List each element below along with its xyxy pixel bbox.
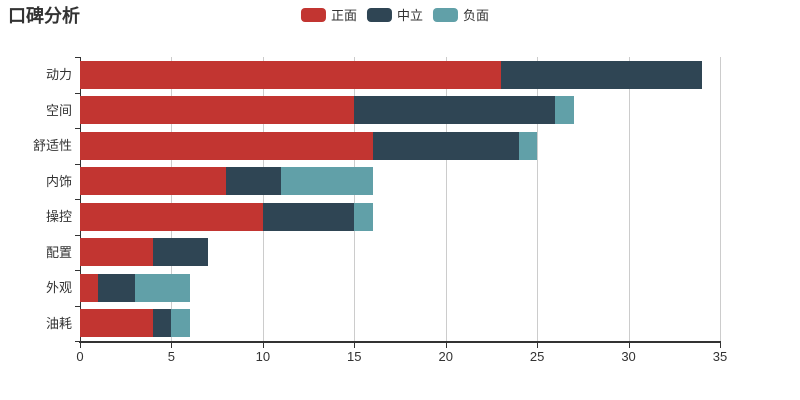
bar-segment-negative[interactable]: [134, 273, 190, 302]
bar-segment-neutral[interactable]: [354, 96, 556, 125]
x-axis-tick: [354, 343, 356, 348]
bar-segment-positive[interactable]: [80, 309, 154, 338]
x-axis-tick: [628, 343, 630, 348]
y-axis-label: 内饰: [45, 173, 72, 189]
y-axis-label: 空间: [45, 102, 72, 118]
y-axis-label: 舒适性: [32, 138, 72, 153]
y-axis-tick: [75, 270, 80, 271]
legend-label-negative: 负面: [463, 8, 490, 23]
x-axis-tick-label: 15: [347, 349, 362, 364]
y-axis-label: 油耗: [45, 315, 72, 331]
bar-segment-neutral[interactable]: [153, 309, 172, 338]
bar-segment-negative[interactable]: [555, 96, 574, 125]
bar-segment-negative[interactable]: [518, 131, 538, 160]
x-axis-tick: [720, 343, 721, 348]
bar-segment-negative[interactable]: [354, 202, 373, 231]
x-axis-tick: [537, 343, 539, 348]
y-axis-tick: [75, 341, 80, 342]
legend-label-positive: 正面: [330, 8, 357, 23]
x-axis-tick: [262, 343, 264, 348]
y-axis-label: 外观: [45, 280, 72, 295]
legend-swatch-negative: [433, 7, 459, 22]
y-axis-tick: [75, 57, 80, 58]
chart-title: 口碑分析: [8, 6, 80, 26]
bar-segment-positive[interactable]: [80, 96, 355, 125]
y-axis-tick: [75, 199, 80, 200]
bar-segment-neutral[interactable]: [153, 238, 208, 267]
legend-item-negative[interactable]: 负面: [433, 5, 489, 24]
bar-segment-negative[interactable]: [171, 309, 190, 338]
x-axis-tick: [171, 343, 173, 348]
y-axis-label: 动力: [45, 67, 72, 82]
x-axis-tick: [445, 343, 447, 348]
bar-segment-positive[interactable]: [80, 167, 227, 196]
bar-segment-neutral[interactable]: [98, 273, 135, 302]
y-axis-tick: [75, 128, 80, 129]
bar-segment-neutral[interactable]: [226, 167, 282, 196]
bar-segment-positive[interactable]: [80, 273, 99, 302]
y-axis-label: 操控: [45, 209, 72, 224]
x-axis-tick: [80, 343, 81, 348]
x-axis-tick-label: 30: [621, 349, 636, 364]
bar-segment-positive[interactable]: [80, 238, 154, 267]
gridline: [537, 57, 539, 341]
gridline: [354, 57, 356, 341]
bar-segment-neutral[interactable]: [262, 202, 355, 231]
bar-segment-positive[interactable]: [80, 60, 501, 89]
y-axis-label: 配置: [45, 244, 72, 260]
x-axis-tick-label: 25: [529, 349, 545, 364]
gridline: [720, 57, 721, 341]
bar-segment-neutral[interactable]: [372, 131, 519, 160]
legend-item-positive[interactable]: 正面: [300, 5, 357, 24]
gridline: [628, 57, 630, 341]
legend: 正面 中立 负面: [300, 5, 499, 24]
y-axis-tick: [75, 163, 80, 165]
x-axis-tick-label: 35: [712, 349, 728, 364]
gridline: [445, 57, 447, 341]
bar-segment-negative[interactable]: [281, 167, 373, 196]
bar-segment-neutral[interactable]: [500, 60, 702, 89]
x-axis-tick-label: 20: [438, 349, 453, 364]
y-axis-tick: [75, 234, 80, 236]
y-axis-tick: [75, 305, 80, 307]
y-axis-line: [80, 57, 81, 341]
bar-segment-positive[interactable]: [80, 131, 373, 160]
y-axis-tick: [75, 92, 80, 94]
bar-segment-positive[interactable]: [80, 202, 263, 231]
gridline: [171, 57, 173, 341]
x-axis-tick-label: 0: [76, 349, 84, 364]
x-axis-tick-label: 10: [255, 349, 271, 364]
gridline: [262, 57, 264, 341]
x-axis-tick-label: 5: [167, 349, 176, 364]
legend-swatch-positive: [300, 7, 326, 22]
legend-item-neutral[interactable]: 中立: [366, 5, 424, 24]
legend-swatch-neutral: [366, 7, 392, 22]
legend-label-neutral: 中立: [396, 8, 424, 23]
x-axis-line: [79, 341, 721, 343]
